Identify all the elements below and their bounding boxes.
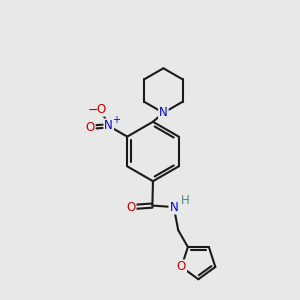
Text: O: O	[177, 260, 186, 273]
Text: N: N	[104, 119, 113, 132]
Text: N: N	[159, 106, 168, 119]
Text: H: H	[181, 194, 189, 207]
Text: +: +	[112, 115, 120, 125]
Text: O: O	[96, 103, 105, 116]
Text: −: −	[87, 104, 98, 117]
Text: O: O	[85, 121, 95, 134]
Text: N: N	[169, 201, 178, 214]
Text: O: O	[126, 201, 136, 214]
